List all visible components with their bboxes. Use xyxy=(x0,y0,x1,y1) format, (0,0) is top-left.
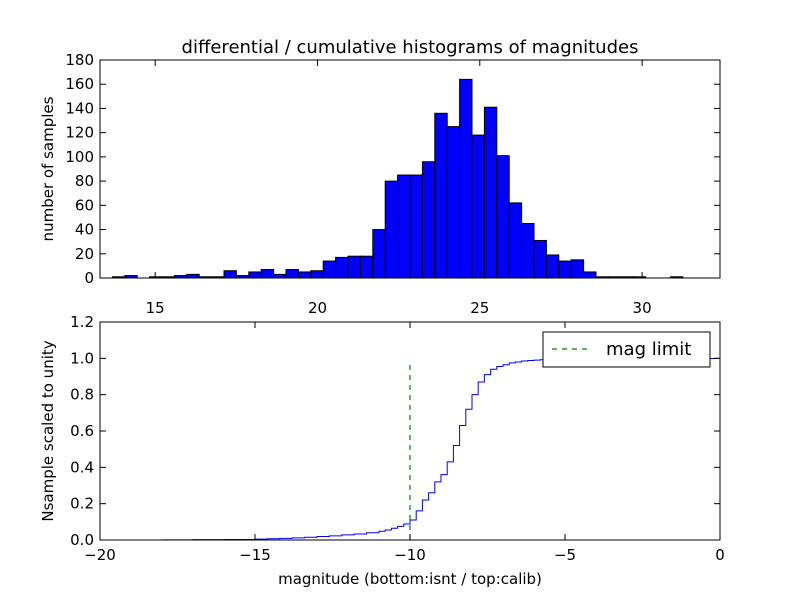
histogram-bar xyxy=(248,271,262,279)
y-tick-label: 140 xyxy=(65,99,94,117)
y-tick-label: 0.8 xyxy=(70,386,94,404)
histogram-bar xyxy=(471,134,485,279)
histogram-bar xyxy=(186,273,200,279)
y-tick-label: 1.2 xyxy=(70,313,94,331)
x-tick-label: 0 xyxy=(715,546,725,564)
y-tick-label: 60 xyxy=(75,196,94,214)
histogram-bar xyxy=(446,126,461,279)
top-axes-ticks: 0 20 40 60 80 100 120 140 160 180 15 20 25 30 xyxy=(65,51,720,317)
y-tick-label: 40 xyxy=(75,221,94,239)
x-tick-label: −10 xyxy=(394,546,426,564)
y-tick-label: 120 xyxy=(65,124,94,142)
cumulative-histogram-panel: 0.0 0.2 0.4 0.6 0.8 1.0 1.2 −20 −15 −10 −5 0 Nsampl… xyxy=(39,313,725,588)
histogram-bar xyxy=(545,254,560,279)
histogram-bar xyxy=(508,202,523,279)
y-tick-label: 80 xyxy=(75,172,94,190)
y-tick-label: 100 xyxy=(65,148,94,166)
figure-title: differential / cumulative histograms of … xyxy=(182,37,639,58)
legend: mag limit xyxy=(542,331,711,368)
top-axes-frame xyxy=(99,59,721,279)
legend-label-mag-limit: mag limit xyxy=(606,339,691,360)
histogram-bar xyxy=(533,239,547,279)
histogram-bar xyxy=(421,161,436,279)
x-tick-label: −5 xyxy=(554,546,576,564)
y-tick-label: 0 xyxy=(84,269,94,287)
y-tick-label: 0.4 xyxy=(70,458,94,476)
cumulative-lines xyxy=(100,357,721,541)
histogram-bar xyxy=(496,155,510,279)
bottom-x-axis-label: magnitude (bottom:isnt / top:calib) xyxy=(278,570,542,588)
histogram-bar xyxy=(459,78,473,279)
x-tick-label: −20 xyxy=(84,546,116,564)
differential-histogram-panel: 0 20 40 60 80 100 120 140 160 180 15 20 25 30 number … xyxy=(39,51,721,317)
y-tick-label: 1.0 xyxy=(70,349,94,367)
y-tick-label: 20 xyxy=(75,245,94,263)
y-tick-label: 0.6 xyxy=(70,422,94,440)
histogram-bar xyxy=(297,271,312,279)
histogram-bar xyxy=(558,260,572,279)
y-tick-label: 0.2 xyxy=(70,495,94,513)
legend-box xyxy=(542,331,711,368)
histogram-bar xyxy=(359,255,374,279)
histogram-bar xyxy=(335,256,349,279)
x-tick-label: −15 xyxy=(239,546,271,564)
top-y-axis-label: number of samples xyxy=(39,96,57,241)
x-tick-label: 25 xyxy=(470,299,489,317)
x-tick-label: 15 xyxy=(146,299,165,317)
y-tick-label: 160 xyxy=(65,75,94,93)
bottom-y-axis-label: Nsample scaled to unity xyxy=(39,340,57,521)
y-tick-label: 0.0 xyxy=(70,531,94,549)
histogram-bar xyxy=(434,112,448,279)
histogram-bar xyxy=(583,271,597,279)
histogram-bar xyxy=(570,259,585,279)
x-tick-label: 20 xyxy=(308,299,327,317)
histogram-bar xyxy=(347,255,361,279)
histogram-bar xyxy=(397,174,411,279)
histogram-bar xyxy=(273,273,287,279)
histogram-bar xyxy=(260,269,275,279)
y-tick-label: 180 xyxy=(65,51,94,69)
histogram-bar xyxy=(285,269,299,279)
histogram-bar xyxy=(223,270,237,279)
histogram-bar xyxy=(384,180,399,279)
histogram-bar xyxy=(409,174,423,279)
histogram-bar xyxy=(483,106,498,279)
histogram-bar xyxy=(322,260,337,279)
x-tick-label: 30 xyxy=(633,299,652,317)
histogram-bar xyxy=(521,223,535,279)
bottom-axes-ticks: 0.0 0.2 0.4 0.6 0.8 1.0 1.2 −20 −15 −10 −5 0 xyxy=(70,313,725,564)
histogram-bar xyxy=(372,229,386,279)
histogram-bars xyxy=(111,78,684,279)
